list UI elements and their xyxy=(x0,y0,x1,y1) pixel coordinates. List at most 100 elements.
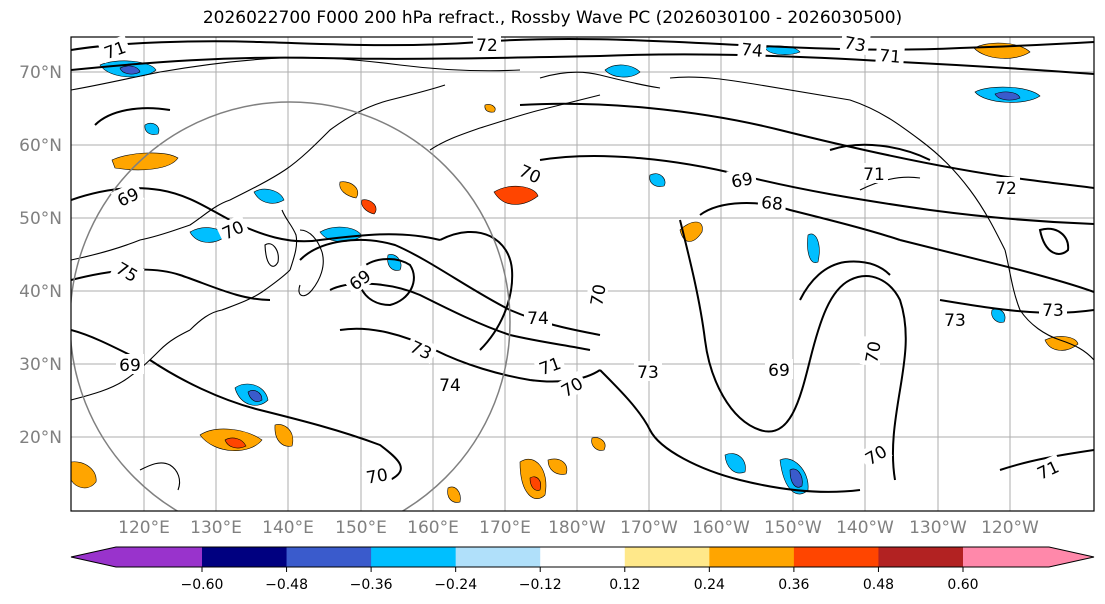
latitude-label: 20°N xyxy=(19,428,62,448)
contour-label-bg xyxy=(342,262,377,296)
cold-patch xyxy=(649,173,666,187)
contour-label-bg xyxy=(765,359,793,379)
latitude-label: 70°N xyxy=(19,63,62,83)
longitude-label: 180°W xyxy=(548,518,606,538)
longitude-label: 120°E xyxy=(118,518,170,538)
longitude-labels: 120°E 130°E 140°E 150°E 160°E 170°E 180°W 170°W… xyxy=(118,518,1039,538)
contour-label-bg xyxy=(737,37,767,61)
contour-label: 70 xyxy=(587,283,610,308)
warm-patch xyxy=(447,486,461,503)
longitude-label: 140°E xyxy=(262,518,314,538)
contour-label-bg xyxy=(584,279,610,311)
longitude-label: 130°W xyxy=(909,518,967,538)
cold-patch xyxy=(144,122,160,135)
colorbar-tick-label: 0.48 xyxy=(863,577,894,593)
colorbar-segment xyxy=(71,547,202,567)
colorbar-segment xyxy=(455,547,541,567)
shaded-anomalies xyxy=(71,42,1079,503)
contour-label: 72 xyxy=(995,179,1017,199)
cold-patch xyxy=(604,64,641,78)
longitude-label: 150°E xyxy=(335,518,387,538)
focus-circle xyxy=(71,101,511,511)
warm-patch xyxy=(484,104,496,113)
contour-label-bg xyxy=(992,177,1020,197)
latitude-label: 50°N xyxy=(19,209,62,229)
latitude-label: 40°N xyxy=(19,282,62,302)
contour-label: 73 xyxy=(1042,301,1064,321)
colorbar-segment xyxy=(286,547,372,567)
contour-label-bg xyxy=(436,374,464,394)
colorbar-segment xyxy=(793,547,879,567)
colorbar-segment xyxy=(624,547,710,567)
contour-label-bg xyxy=(634,361,662,381)
colorbar-tick-label: 0.36 xyxy=(778,577,809,593)
warm-patch xyxy=(591,437,606,451)
coastlines xyxy=(71,56,1094,491)
warm-patch xyxy=(339,181,359,199)
colorbar-tick-label: 0.60 xyxy=(947,577,978,593)
cold-patch xyxy=(119,65,141,75)
colorbar-tick-label: −0.24 xyxy=(434,577,477,593)
longitude-label: 170°W xyxy=(620,518,678,538)
latitude-label: 60°N xyxy=(19,136,62,156)
contour-label-bg xyxy=(1039,299,1067,319)
contour-label-bg xyxy=(860,163,888,183)
warm-patch xyxy=(1044,336,1079,351)
contour-label: 69 xyxy=(768,361,790,381)
colorbar-segment xyxy=(202,547,288,567)
cold-patch xyxy=(807,233,820,263)
colorbar-tick-label: −0.60 xyxy=(181,577,224,593)
contours xyxy=(71,37,1094,493)
contour-label: 69 xyxy=(730,169,755,192)
colorbar-segment xyxy=(878,547,964,567)
contour-label-bg xyxy=(110,255,145,287)
warm-patch xyxy=(224,437,247,449)
contour-label: 74 xyxy=(527,309,549,329)
cold-patch xyxy=(724,453,746,474)
contour-label-bg xyxy=(757,190,787,214)
contour-label-bg xyxy=(473,34,501,54)
contour-label-bg xyxy=(726,166,758,192)
contour-label: 71 xyxy=(863,165,885,185)
contour-label-bg xyxy=(858,438,893,470)
contour-label-bg xyxy=(116,354,144,374)
contour-label: 70 xyxy=(862,340,885,365)
contour-label-bg xyxy=(875,43,905,67)
latitude-labels: 70°N 60°N 50°N 40°N 30°N 20°N xyxy=(19,63,62,448)
warm-patch xyxy=(547,458,568,475)
colorbar: −0.60 −0.48 −0.36 −0.24 −0.12 0.12 0.24 0.36 0.4… xyxy=(70,546,1095,593)
cold-patch xyxy=(247,390,263,402)
contour-label-bg xyxy=(404,334,439,365)
contour-label: 68 xyxy=(760,193,783,215)
contour-label: 69 xyxy=(119,356,141,376)
longitude-label: 140°W xyxy=(836,518,894,538)
longitude-label: 170°E xyxy=(479,518,531,538)
longitude-label: 160°W xyxy=(692,518,750,538)
warm-patch xyxy=(71,461,97,489)
contour-label: 70 xyxy=(365,465,390,488)
contour-label-bg xyxy=(941,309,969,329)
colorbar-segment xyxy=(963,547,1094,567)
contour-label-bg xyxy=(215,214,250,245)
warm-patch xyxy=(493,185,539,205)
contour-label-bg xyxy=(110,181,145,212)
cold-patch xyxy=(789,468,803,488)
contour-label-bg xyxy=(98,34,132,64)
longitude-label: 150°W xyxy=(764,518,822,538)
longitude-label: 130°E xyxy=(190,518,242,538)
contour-label-bg xyxy=(554,370,589,402)
warm-patch xyxy=(274,424,294,447)
longitude-label: 160°E xyxy=(407,518,459,538)
contour-label: 71 xyxy=(878,46,901,68)
contour-label: 73 xyxy=(842,33,867,56)
warm-patch xyxy=(361,199,377,215)
contour-label: 72 xyxy=(476,36,498,56)
colorbar-outline xyxy=(70,546,1095,568)
map-title: 2026022700 F000 200 hPa refract., Rossby… xyxy=(202,8,903,28)
colorbar-segment xyxy=(371,547,457,567)
colorbar-tick-label: 0.12 xyxy=(609,577,640,593)
contour-label: 74 xyxy=(740,40,763,62)
warm-patch xyxy=(529,476,541,491)
contour-label: 73 xyxy=(637,363,659,383)
